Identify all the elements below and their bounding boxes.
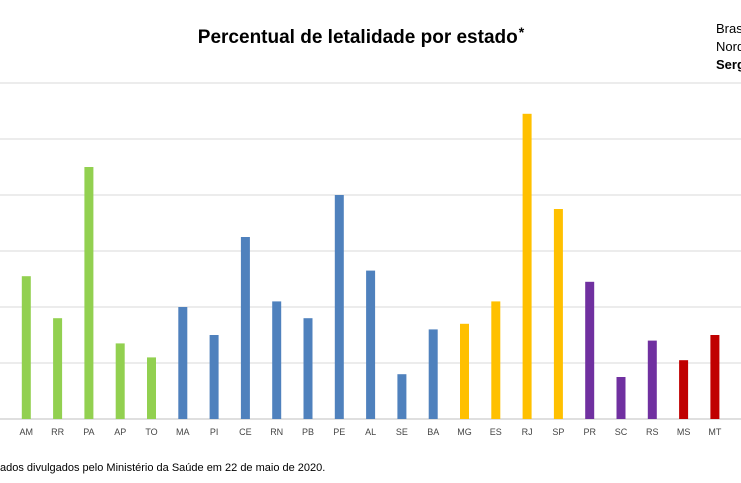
bar-to <box>147 357 156 419</box>
bar-mg <box>460 323 469 419</box>
legend-entry-sergipe: Serg <box>716 57 741 72</box>
x-tick-label-ce: CE <box>239 427 252 437</box>
x-tick-label-ap: AP <box>114 427 126 437</box>
x-tick-labels: EAMRRPAAPTOMAPICERNPBPEALSEBAMGESRJSPPRS… <box>20 427 722 437</box>
bar-pb <box>303 318 313 419</box>
bar-pa <box>84 167 94 419</box>
x-tick-label-rr: RR <box>51 427 64 437</box>
bar-ma <box>178 307 188 419</box>
x-tick-label-to: TO <box>145 427 157 437</box>
bar-sc <box>616 377 626 419</box>
x-tick-label-rs: RS <box>646 427 659 437</box>
chart-title: Percentual de letalidade por estado* <box>0 24 722 49</box>
bar-sp <box>553 209 563 419</box>
bar-al <box>366 270 376 419</box>
legend-entry-nordeste: Nord <box>716 39 741 54</box>
bar-pr <box>585 281 595 419</box>
x-tick-label-sp: SP <box>552 427 564 437</box>
bar-rs <box>647 340 657 419</box>
bar-am <box>21 276 31 419</box>
x-tick-label-al: AL <box>365 427 376 437</box>
x-tick-label-pb: PB <box>302 427 314 437</box>
footnote: ados divulgados pelo Ministério da Saúde… <box>0 462 326 474</box>
x-tick-label-pe: PE <box>333 427 345 437</box>
x-tick-label-sc: SC <box>615 427 628 437</box>
chart-title-text: Percentual de letalidade por estado <box>197 27 518 48</box>
x-tick-label-mg: MG <box>457 427 472 437</box>
bar-ba <box>428 329 438 419</box>
x-tick-label-ms: MS <box>677 427 691 437</box>
bar-series <box>21 113 720 420</box>
bar-rj <box>522 113 532 420</box>
bar-rn <box>272 301 282 419</box>
x-tick-label-pi: PI <box>210 427 219 437</box>
legend: Bras Nord Serg <box>716 20 741 74</box>
bar-mt <box>710 335 720 419</box>
x-tick-label-es: ES <box>490 427 502 437</box>
bar-ce <box>240 237 250 419</box>
x-tick-label-ma: MA <box>176 427 190 437</box>
bar-rr <box>53 318 63 419</box>
legend-entry-brasil: Bras <box>716 21 741 36</box>
bar-pi <box>209 335 219 419</box>
bar-ms <box>679 360 689 419</box>
bar-pe <box>334 195 344 419</box>
bar-se <box>397 374 407 419</box>
x-tick-label-pa: PA <box>83 427 94 437</box>
chart-title-asterisk: * <box>518 24 525 40</box>
x-tick-label-am: AM <box>20 427 34 437</box>
x-tick-label-mt: MT <box>708 427 721 437</box>
gridlines <box>0 82 741 364</box>
x-tick-label-se: SE <box>396 427 408 437</box>
x-tick-label-pr: PR <box>583 427 596 437</box>
x-tick-label-rj: RJ <box>522 427 533 437</box>
bar-es <box>491 301 501 419</box>
x-tick-label-rn: RN <box>270 427 283 437</box>
bar-ap <box>115 343 125 419</box>
x-tick-label-ba: BA <box>427 427 439 437</box>
